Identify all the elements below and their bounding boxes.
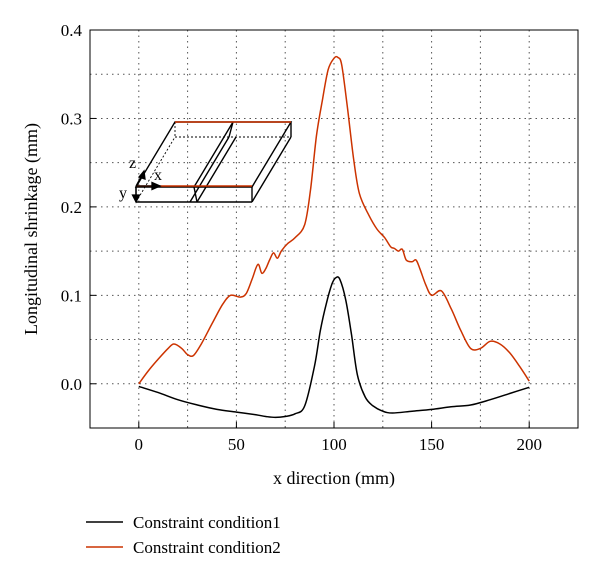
x-tick-label: 150 — [419, 435, 445, 454]
y-tick-label: 0.1 — [61, 286, 82, 305]
series-line-2 — [138, 55, 530, 385]
x-tick-label: 50 — [228, 435, 245, 454]
x-axis-title: x direction (mm) — [273, 468, 395, 489]
legend-label-1: Constraint condition1 — [133, 513, 281, 532]
x-tick-label: 100 — [321, 435, 347, 454]
plate-sketch-inset: z x y — [119, 121, 293, 204]
x-tick-label: 200 — [516, 435, 542, 454]
y-tick-label: 0.3 — [61, 109, 82, 128]
series-layer — [138, 55, 530, 419]
legend: Constraint condition1 Constraint conditio… — [86, 513, 281, 557]
y-tick-label: 0.4 — [61, 21, 83, 40]
legend-label-2: Constraint condition2 — [133, 538, 281, 557]
y-tick-label: 0.2 — [61, 198, 82, 217]
y-axis-title: Longitudinal shrinkage (mm) — [21, 123, 42, 335]
ticks-layer: 0 50 100 150 200 0.0 0.1 0.2 0.3 0.4 — [61, 21, 542, 454]
series-line-1 — [138, 276, 530, 419]
inset-z-label: z — [129, 155, 136, 172]
grid-layer — [89, 29, 579, 429]
y-tick-label: 0.0 — [61, 375, 82, 394]
inset-y-label: y — [119, 185, 127, 202]
inset-x-label: x — [154, 167, 162, 184]
x-tick-label: 0 — [135, 435, 144, 454]
